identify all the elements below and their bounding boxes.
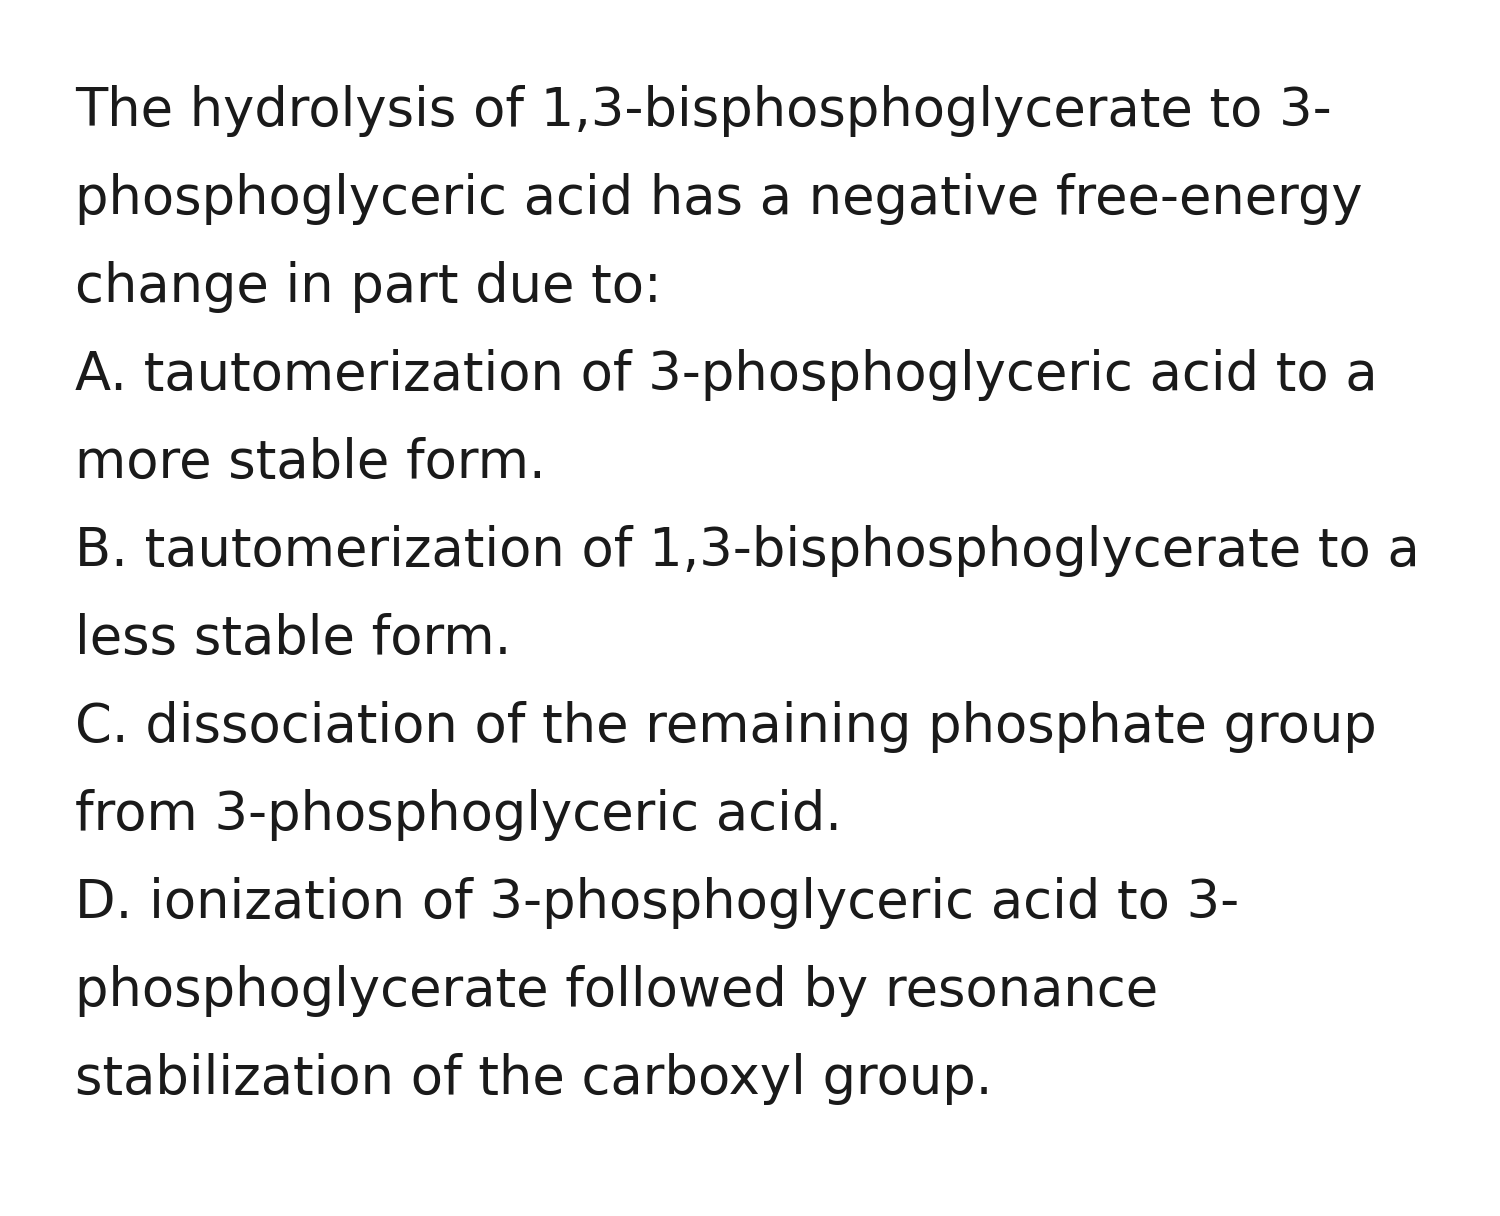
Text: change in part due to:: change in part due to: [75,261,662,313]
Text: B. tautomerization of 1,3-bisphosphoglycerate to a: B. tautomerization of 1,3-bisphosphoglyc… [75,525,1419,578]
Text: D. ionization of 3-phosphoglyceric acid to 3-: D. ionization of 3-phosphoglyceric acid … [75,877,1239,929]
Text: C. dissociation of the remaining phosphate group: C. dissociation of the remaining phospha… [75,700,1377,753]
Text: less stable form.: less stable form. [75,613,512,665]
Text: The hydrolysis of 1,3-bisphosphoglycerate to 3-: The hydrolysis of 1,3-bisphosphoglycerat… [75,85,1332,137]
Text: stabilization of the carboxyl group.: stabilization of the carboxyl group. [75,1053,993,1105]
Text: phosphoglycerate followed by resonance: phosphoglycerate followed by resonance [75,966,1158,1017]
Text: A. tautomerization of 3-phosphoglyceric acid to a: A. tautomerization of 3-phosphoglyceric … [75,349,1377,401]
Text: from 3-phosphoglyceric acid.: from 3-phosphoglyceric acid. [75,789,842,841]
Text: phosphoglyceric acid has a negative free-energy: phosphoglyceric acid has a negative free… [75,173,1362,225]
Text: more stable form.: more stable form. [75,437,546,489]
